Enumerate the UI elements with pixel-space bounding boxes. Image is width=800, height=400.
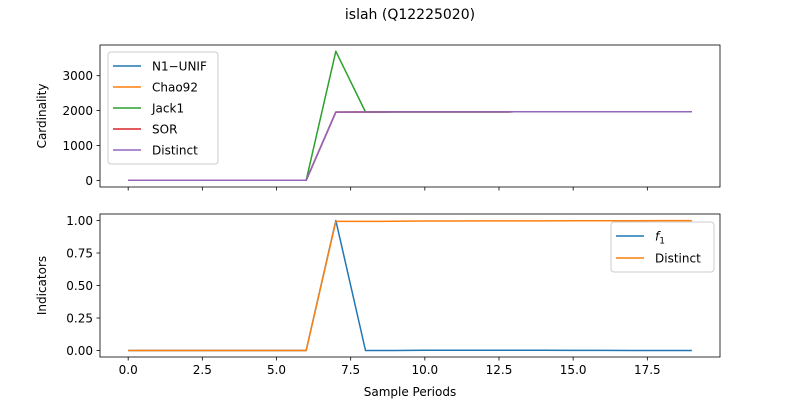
y-tick-label: 0.00 [66,344,93,358]
legend-label: Chao92 [152,81,198,95]
x-tick-label: 2.5 [193,363,212,377]
legend: f1 Distinct [610,221,715,273]
y-tick-label: 1000 [62,139,93,153]
x-tick-label: 15.0 [560,363,587,377]
legend-label-main: f [655,230,661,244]
figure-title: islah (Q12225020) [345,7,475,23]
x-tick-label: 10.0 [411,363,438,377]
y-tick-label: 0.25 [66,312,93,326]
x-tick-label: 5.0 [267,363,286,377]
y-tick-label: 0 [85,174,93,188]
y-axis-label: Indicators [35,256,49,315]
y-tick-label: 0.75 [66,247,93,261]
legend-frame [610,221,715,273]
x-tick-label: 17.5 [634,363,661,377]
indicators-panel: 0.0 2.5 5.0 7.5 10.0 12.5 15.0 17.5 0.00 0.25 0.50… [35,213,721,399]
x-axis-label: Sample Periods [364,385,456,399]
y-tick-label: 1.00 [66,214,93,228]
legend-label: SOR [152,123,177,137]
series-line-distinct [128,219,692,352]
y-tick-label: 3000 [62,69,93,83]
legend-label: Distinct [655,252,701,266]
legend-label-subscript: 1 [659,237,665,247]
x-tick-label: 12.5 [486,363,513,377]
cardinality-panel: 0 1000 2000 3000 Cardinality N1−UNIF Chao92 Jac… [35,44,721,191]
x-tick-label: 7.5 [341,363,360,377]
y-tick-label: 0.50 [66,279,93,293]
y-axis-label: Cardinality [35,84,49,149]
legend-label: N1−UNIF [152,60,207,74]
legend-label: Jack1 [151,102,184,116]
legend-label: Distinct [152,144,198,158]
legend: N1−UNIF Chao92 Jack1 SOR Distinct [107,51,219,165]
legend-label: f1 [655,230,665,247]
y-tick-label: 2000 [62,104,93,118]
legend-frame [107,51,219,165]
series-line-distinct [128,110,692,182]
x-tick-label: 0.0 [119,363,138,377]
